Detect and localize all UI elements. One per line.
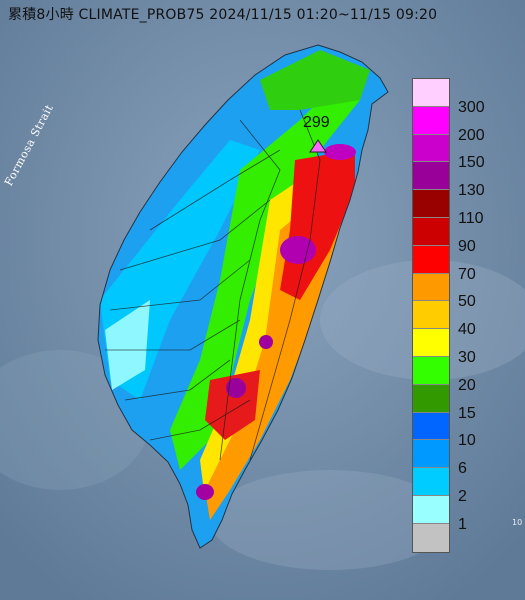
rain-zone-red-south (205, 370, 260, 440)
edge-marker: 10 (512, 518, 523, 527)
rain-core-purple (259, 335, 273, 349)
rain-zone-green-band (170, 80, 360, 470)
legend-swatch (413, 79, 449, 107)
legend-swatch (413, 356, 449, 385)
county-boundaries (105, 109, 321, 461)
rain-core-purple (280, 236, 316, 264)
legend-swatch (413, 134, 449, 163)
legend-tick-label: 6 (458, 460, 467, 478)
legend-swatch (413, 106, 449, 135)
legend-swatch (413, 245, 449, 274)
legend-swatch (413, 162, 449, 191)
rainfall-legend (412, 78, 450, 553)
map-title: 累積8小時 CLIMATE_PROB75 2024/11/15 01:20~11… (8, 7, 438, 23)
legend-swatch (413, 217, 449, 246)
legend-swatch (413, 468, 449, 496)
rain-core-purple (226, 378, 246, 398)
legend-swatch (413, 523, 449, 552)
legend-tick-label: 110 (458, 210, 484, 227)
cloud-texture (210, 470, 450, 570)
legend-swatch (413, 329, 449, 357)
legend-swatch (413, 412, 449, 441)
legend-tick-label: 10 (458, 432, 476, 450)
legend-swatch (413, 384, 449, 413)
legend-tick-label: 40 (458, 321, 476, 339)
legend-tick-label: 20 (458, 376, 476, 394)
island-outline (97, 44, 389, 549)
legend-swatch (413, 273, 449, 302)
legend-tick-label: 2 (458, 488, 467, 505)
max-rain-marker-icon (309, 139, 327, 153)
legend-tick-label: 130 (458, 182, 485, 200)
max-rainfall-label: 299 (303, 114, 330, 131)
legend-swatch (413, 190, 449, 218)
legend-tick-label: 90 (458, 237, 476, 255)
rain-core-purple (324, 144, 356, 160)
legend-tick-label: 15 (458, 404, 476, 422)
rain-zone-north-green (260, 50, 370, 110)
rain-core-purple (196, 484, 214, 500)
legend-tick-label: 1 (458, 515, 467, 533)
legend-tick-label: 30 (458, 349, 476, 366)
rain-zone-pale-coast (105, 300, 150, 390)
legend-tick-label: 150 (458, 154, 485, 172)
legend-swatch (413, 495, 449, 524)
taiwan-island (98, 45, 388, 548)
legend-tick-label: 50 (458, 293, 476, 311)
legend-tick-label: 200 (458, 126, 485, 144)
legend-tick-label: 70 (458, 265, 476, 283)
legend-tick-label: 300 (458, 98, 485, 116)
legend-swatch (413, 301, 449, 330)
legend-swatch (413, 440, 449, 469)
